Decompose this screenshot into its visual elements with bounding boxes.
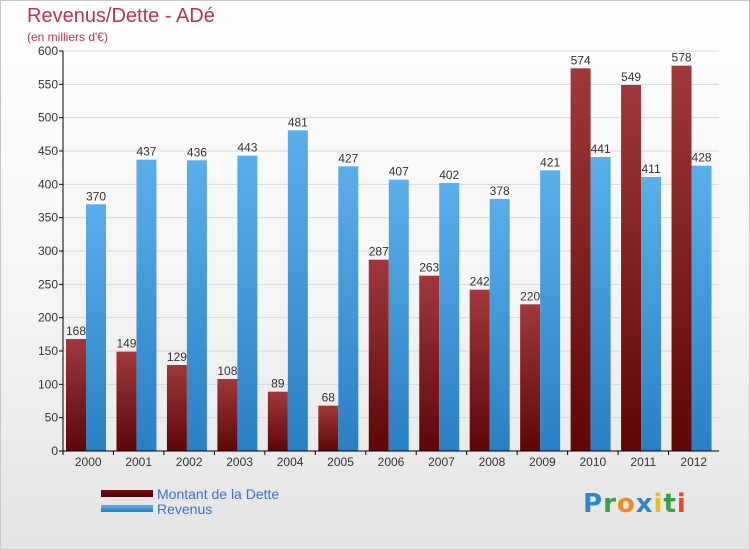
bar-debt <box>318 405 339 451</box>
legend-swatch-revenue <box>101 505 153 512</box>
bar-revenue <box>388 179 409 451</box>
logo-letter: x <box>635 489 654 519</box>
x-tick-label: 2000 <box>75 455 102 469</box>
data-label-debt: 263 <box>419 261 439 275</box>
bar-debt <box>267 391 288 451</box>
y-tick-label: 300 <box>38 244 58 258</box>
y-tick-label: 200 <box>38 311 58 325</box>
bar-revenue <box>136 159 157 451</box>
data-label-revenue: 437 <box>136 145 156 159</box>
chart-subtitle: (en milliers d'€) <box>27 30 108 44</box>
x-tick-label: 2004 <box>277 455 304 469</box>
bar-debt <box>166 365 187 451</box>
bar-debt <box>570 68 591 451</box>
x-tick-label: 2002 <box>176 455 203 469</box>
logo-letter: r <box>603 489 617 519</box>
bar-revenue <box>641 177 662 451</box>
x-tick-label: 2008 <box>479 455 506 469</box>
bars <box>66 65 712 452</box>
logo-letter: o <box>616 489 636 519</box>
bar-revenue <box>691 165 712 451</box>
bar-revenue <box>439 183 460 451</box>
bar-revenue <box>590 157 611 451</box>
data-label-debt: 149 <box>116 337 136 351</box>
bar-revenue <box>237 155 258 451</box>
y-tick-label: 350 <box>38 211 58 225</box>
x-tick-label: 2003 <box>226 455 253 469</box>
bar-debt <box>419 275 440 451</box>
data-label-debt: 220 <box>520 289 540 303</box>
data-label-debt: 549 <box>621 70 641 84</box>
logo-letter: P <box>583 489 604 519</box>
bar-revenue <box>186 160 207 452</box>
data-label-debt: 578 <box>672 51 692 65</box>
data-label-debt: 242 <box>470 275 490 289</box>
legend-label-revenue: Revenus <box>157 501 213 517</box>
bar-revenue <box>338 166 359 452</box>
x-tick-label: 2012 <box>680 455 707 469</box>
data-label-debt: 574 <box>571 53 591 67</box>
y-tick-label: 250 <box>38 277 58 291</box>
x-tick-label: 2006 <box>378 455 405 469</box>
y-tick-label: 400 <box>38 177 58 191</box>
bar-debt <box>469 289 490 451</box>
y-tick-label: 0 <box>51 444 58 458</box>
data-label-revenue: 481 <box>288 115 308 129</box>
bar-debt <box>621 85 642 451</box>
x-tick-label: 2007 <box>428 455 455 469</box>
y-tick-label: 50 <box>45 411 59 425</box>
logo-letter: i <box>653 489 664 519</box>
proxiti-logo: Proxiti <box>583 489 687 519</box>
bar-debt <box>116 351 137 451</box>
bar-debt <box>66 339 86 451</box>
bar-revenue <box>287 130 308 452</box>
x-tick-label: 2010 <box>579 455 606 469</box>
data-label-revenue: 402 <box>439 168 459 182</box>
data-label-revenue: 443 <box>237 141 257 155</box>
legend-label-debt: Montant de la Dette <box>157 486 280 502</box>
logo-letter: i <box>676 489 687 519</box>
y-tick-label: 500 <box>38 111 58 125</box>
x-tick-label: 2005 <box>327 455 354 469</box>
legend-swatch-debt <box>101 490 153 497</box>
axes: 0 50 100 150 200 250 300 350 400 450 500 550 600 2000… <box>38 44 719 469</box>
data-label-debt: 89 <box>271 377 285 391</box>
data-label-revenue: 407 <box>389 165 409 179</box>
bar-revenue <box>86 204 106 451</box>
data-label-revenue: 421 <box>540 155 560 169</box>
x-tick-label: 2011 <box>630 455 656 469</box>
logo-letter: t <box>663 489 677 519</box>
data-label-revenue: 411 <box>642 162 661 176</box>
data-label-revenue: 428 <box>692 151 712 165</box>
bar-revenue <box>489 199 510 451</box>
y-tick-label: 150 <box>38 344 58 358</box>
bar-debt <box>368 259 389 451</box>
x-tick-label: 2009 <box>529 455 556 469</box>
bar-debt <box>671 65 692 452</box>
bar-revenue <box>540 170 561 452</box>
data-label-revenue: 436 <box>187 145 207 159</box>
data-labels: 168 370 149 437 129 436 108 443 89 481 68 427 287 407… <box>66 51 712 405</box>
data-label-debt: 129 <box>167 350 187 364</box>
data-label-revenue: 441 <box>591 142 611 156</box>
y-tick-label: 450 <box>38 144 58 158</box>
data-label-debt: 287 <box>369 245 389 259</box>
bar-debt <box>520 304 541 451</box>
y-tick-label: 100 <box>38 377 58 391</box>
data-label-revenue: 378 <box>490 184 510 198</box>
data-label-debt: 68 <box>322 391 336 405</box>
y-tick-label: 600 <box>38 44 58 58</box>
data-label-debt: 168 <box>66 324 86 338</box>
x-tick-label: 2001 <box>125 455 152 469</box>
data-label-debt: 108 <box>217 364 237 378</box>
y-tick-label: 550 <box>38 77 58 91</box>
data-label-revenue: 427 <box>338 151 358 165</box>
bar-debt <box>217 379 238 451</box>
chart-title: Revenus/Dette - ADé <box>27 5 215 27</box>
data-label-revenue: 370 <box>86 189 106 203</box>
